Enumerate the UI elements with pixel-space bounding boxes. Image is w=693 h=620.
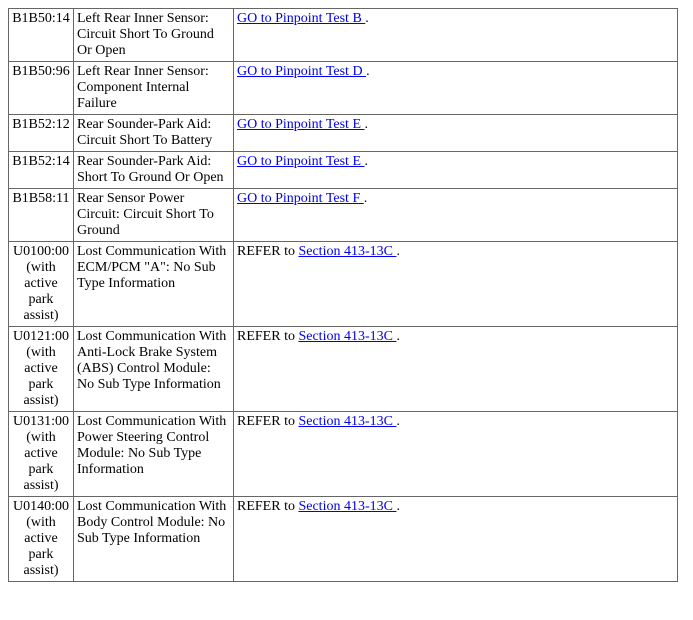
dtc-description-cell: Left Rear Inner Sensor: Component Intern… bbox=[74, 62, 234, 115]
action-suffix: . bbox=[396, 414, 400, 429]
action-suffix: . bbox=[396, 499, 400, 514]
dtc-description-cell: Rear Sounder-Park Aid: Circuit Short To … bbox=[74, 115, 234, 152]
dtc-action-cell: REFER to Section 413-13C . bbox=[234, 327, 678, 412]
action-link[interactable]: Section 413-13C bbox=[298, 329, 396, 344]
table-row: U0121:00 (with active park assist)Lost C… bbox=[9, 327, 678, 412]
action-link[interactable]: Section 413-13C bbox=[298, 499, 396, 514]
action-prefix: REFER to bbox=[237, 329, 298, 344]
action-link[interactable]: GO to Pinpoint Test D bbox=[237, 64, 366, 79]
dtc-action-cell: REFER to Section 413-13C . bbox=[234, 242, 678, 327]
action-link[interactable]: Section 413-13C bbox=[298, 414, 396, 429]
dtc-description-cell: Lost Communication With Anti-Lock Brake … bbox=[74, 327, 234, 412]
action-link[interactable]: GO to Pinpoint Test E bbox=[237, 154, 365, 169]
dtc-code-cell: U0121:00 (with active park assist) bbox=[9, 327, 74, 412]
dtc-code-cell: B1B52:12 bbox=[9, 115, 74, 152]
table-row: B1B58:11Rear Sensor Power Circuit: Circu… bbox=[9, 189, 678, 242]
dtc-description-cell: Lost Communication With ECM/PCM "A": No … bbox=[74, 242, 234, 327]
table-row: B1B50:96Left Rear Inner Sensor: Componen… bbox=[9, 62, 678, 115]
action-suffix: . bbox=[364, 191, 368, 206]
action-suffix: . bbox=[365, 11, 369, 26]
table-row: U0131:00 (with active park assist)Lost C… bbox=[9, 412, 678, 497]
action-link[interactable]: GO to Pinpoint Test B bbox=[237, 11, 365, 26]
action-link[interactable]: Section 413-13C bbox=[298, 244, 396, 259]
dtc-code-cell: B1B58:11 bbox=[9, 189, 74, 242]
dtc-table: B1B50:14Left Rear Inner Sensor: Circuit … bbox=[8, 8, 678, 582]
action-suffix: . bbox=[366, 64, 370, 79]
dtc-description-cell: Lost Communication With Body Control Mod… bbox=[74, 497, 234, 582]
action-suffix: . bbox=[396, 329, 400, 344]
dtc-code-cell: U0100:00 (with active park assist) bbox=[9, 242, 74, 327]
dtc-action-cell: GO to Pinpoint Test D . bbox=[234, 62, 678, 115]
action-prefix: REFER to bbox=[237, 499, 298, 514]
dtc-action-cell: REFER to Section 413-13C . bbox=[234, 497, 678, 582]
action-prefix: REFER to bbox=[237, 414, 298, 429]
table-row: B1B50:14Left Rear Inner Sensor: Circuit … bbox=[9, 9, 678, 62]
table-row: B1B52:14Rear Sounder-Park Aid: Short To … bbox=[9, 152, 678, 189]
dtc-description-cell: Rear Sounder-Park Aid: Short To Ground O… bbox=[74, 152, 234, 189]
dtc-code-cell: B1B52:14 bbox=[9, 152, 74, 189]
dtc-action-cell: GO to Pinpoint Test E . bbox=[234, 115, 678, 152]
dtc-action-cell: GO to Pinpoint Test B . bbox=[234, 9, 678, 62]
action-prefix: REFER to bbox=[237, 244, 298, 259]
action-link[interactable]: GO to Pinpoint Test F bbox=[237, 191, 364, 206]
dtc-description-cell: Rear Sensor Power Circuit: Circuit Short… bbox=[74, 189, 234, 242]
dtc-description-cell: Left Rear Inner Sensor: Circuit Short To… bbox=[74, 9, 234, 62]
dtc-code-cell: B1B50:14 bbox=[9, 9, 74, 62]
dtc-action-cell: GO to Pinpoint Test E . bbox=[234, 152, 678, 189]
action-suffix: . bbox=[365, 117, 369, 132]
table-row: B1B52:12Rear Sounder-Park Aid: Circuit S… bbox=[9, 115, 678, 152]
dtc-code-cell: B1B50:96 bbox=[9, 62, 74, 115]
dtc-description-cell: Lost Communication With Power Steering C… bbox=[74, 412, 234, 497]
dtc-code-cell: U0140:00 (with active park assist) bbox=[9, 497, 74, 582]
action-link[interactable]: GO to Pinpoint Test E bbox=[237, 117, 365, 132]
dtc-code-cell: U0131:00 (with active park assist) bbox=[9, 412, 74, 497]
action-suffix: . bbox=[396, 244, 400, 259]
dtc-action-cell: GO to Pinpoint Test F . bbox=[234, 189, 678, 242]
table-row: U0100:00 (with active park assist)Lost C… bbox=[9, 242, 678, 327]
table-row: U0140:00 (with active park assist)Lost C… bbox=[9, 497, 678, 582]
action-suffix: . bbox=[365, 154, 369, 169]
dtc-action-cell: REFER to Section 413-13C . bbox=[234, 412, 678, 497]
